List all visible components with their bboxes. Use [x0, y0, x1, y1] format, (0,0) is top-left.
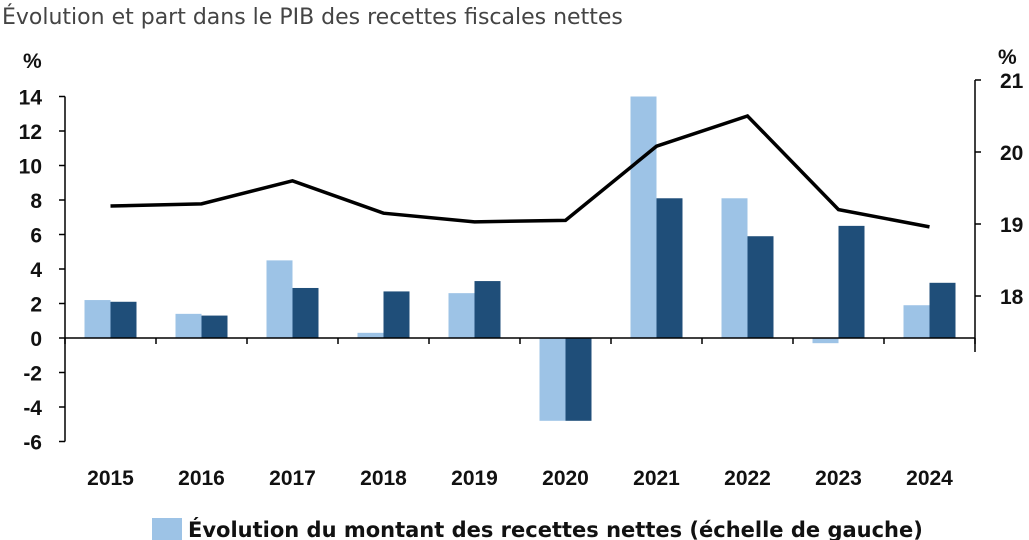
right-axis-tick-label: 21 [1000, 70, 1024, 93]
left-axis-tick-label: 8 [30, 190, 42, 213]
left-axis-tick-label: 2 [30, 294, 42, 317]
x-axis-category-label: 2020 [542, 467, 589, 490]
left-axis-tick-label: 12 [19, 121, 42, 144]
right-axis-tick-label: 18 [1000, 286, 1024, 309]
left-axis-tick-label: -4 [23, 397, 42, 420]
bar-series-2 [565, 338, 592, 421]
left-axis-tick-label: -6 [23, 432, 42, 455]
bar-evolution [903, 305, 930, 338]
x-axis-category-label: 2016 [178, 467, 225, 490]
x-axis-category-label: 2015 [87, 467, 134, 490]
bar-evolution [630, 96, 657, 338]
bar-series-2 [110, 301, 137, 338]
x-axis-category-label: 2018 [360, 467, 407, 490]
x-axis-category-label: 2024 [906, 467, 953, 490]
x-axis-category-label: 2023 [815, 467, 862, 490]
left-axis-tick-label: -2 [23, 363, 42, 386]
bar-evolution [266, 260, 293, 338]
bar-series-2 [747, 236, 774, 338]
bar-series-2 [838, 225, 865, 338]
x-axis-category-label: 2022 [724, 467, 771, 490]
bar-series-2 [383, 291, 410, 338]
bar-series-2 [929, 282, 956, 338]
bar-evolution [357, 332, 384, 338]
bar-evolution [721, 198, 748, 338]
bar-evolution [539, 338, 566, 421]
x-axis-category-label: 2017 [269, 467, 316, 490]
bar-evolution [812, 338, 839, 344]
bar-series-2 [201, 315, 228, 338]
right-axis-tick-label: 20 [1000, 142, 1023, 165]
right-axis-unit: % [998, 46, 1017, 69]
left-axis-tick-label: 14 [19, 87, 43, 110]
left-axis-tick-label: 10 [19, 156, 42, 179]
bar-evolution [448, 293, 475, 338]
bar-series-2 [656, 198, 683, 338]
legend-label: Évolution du montant des recettes nettes… [188, 517, 923, 540]
page-title: Évolution et part dans le PIB des recett… [2, 5, 623, 30]
right-axis-tick-label: 19 [1000, 214, 1023, 237]
left-axis-tick-label: 4 [30, 259, 42, 282]
bar-series-2 [474, 281, 501, 338]
left-axis-tick-label: 0 [30, 328, 42, 351]
bar-evolution [84, 300, 111, 338]
x-axis-category-label: 2021 [633, 467, 680, 490]
bar-evolution [175, 313, 202, 338]
line-series-right [110, 113, 930, 229]
legend-swatch [152, 518, 182, 540]
x-axis-category-label: 2019 [451, 467, 498, 490]
left-axis-tick-label: 6 [30, 225, 42, 248]
left-axis-unit: % [23, 50, 42, 73]
bar-series-2 [292, 287, 319, 338]
